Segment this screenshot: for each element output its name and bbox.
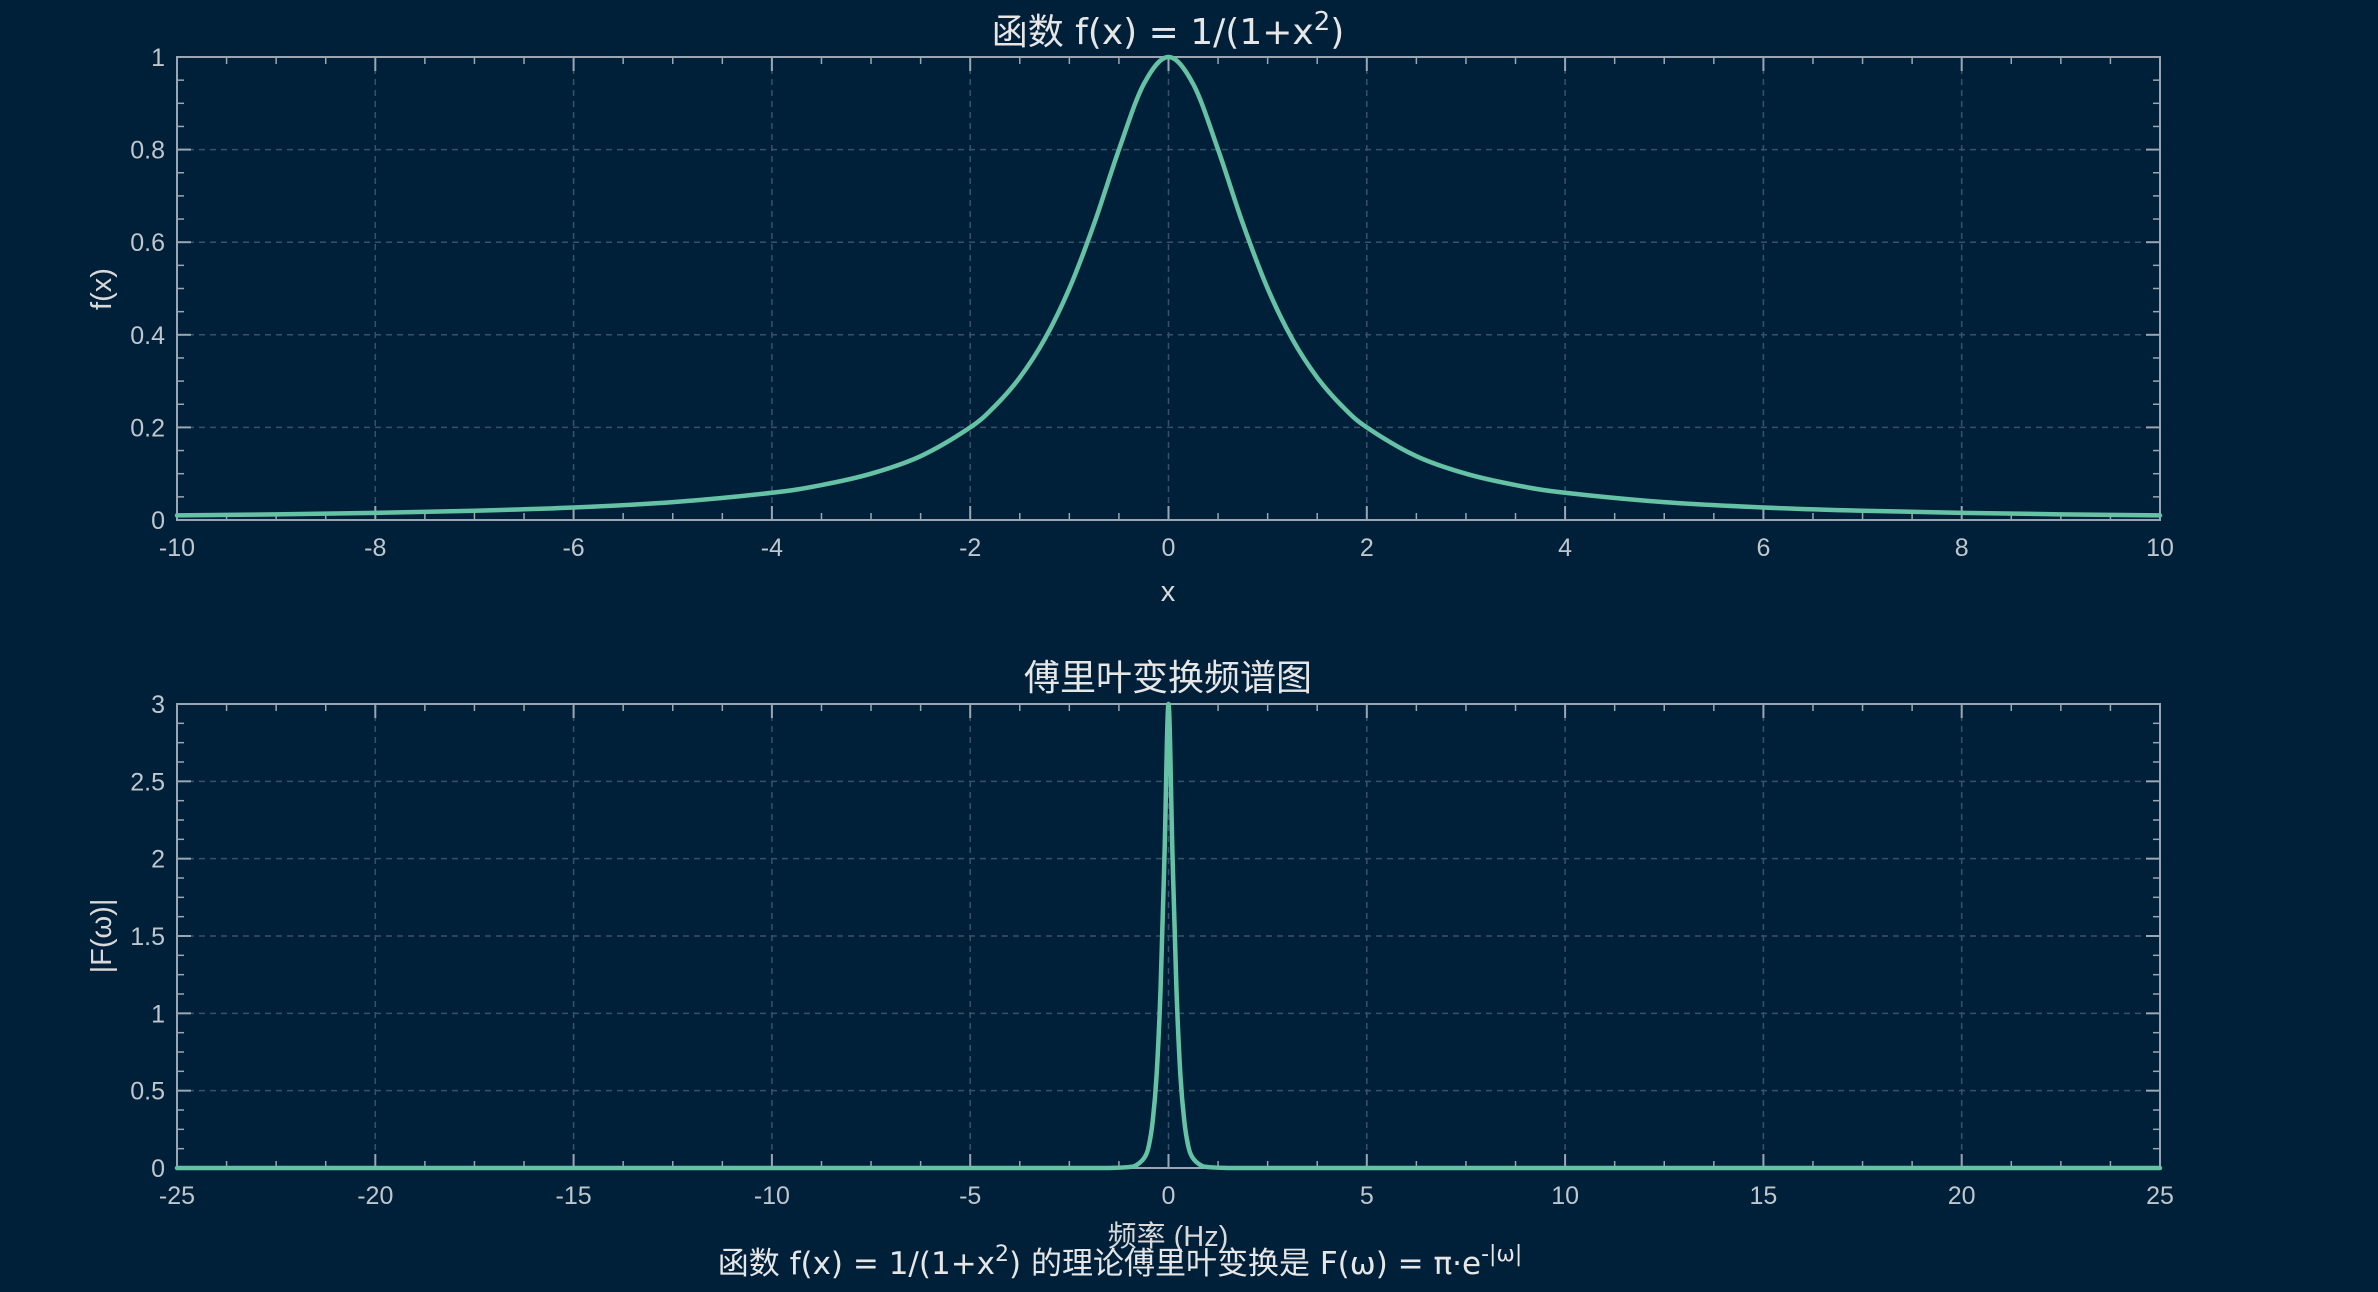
bottom-plot: -25 -20 -15 -10 -5 0 5 10 15 20 25 0 0.5 1 1.5 2 2.5 3 傅里…: [86, 658, 2174, 1253]
x-tick-label: 2: [1360, 534, 1374, 562]
x-tick-label: -8: [364, 534, 386, 562]
y-tick-label: 3: [151, 691, 165, 719]
x-tick-label: 25: [2146, 1182, 2174, 1210]
y-tick-label: 0.4: [130, 322, 165, 350]
top-plot-series: [174, 54, 2163, 518]
x-tick-label: -2: [959, 534, 981, 562]
y-tick-label: 0.8: [130, 137, 165, 165]
x-tick-label: -20: [357, 1182, 393, 1210]
y-tick-label: 1: [151, 1000, 165, 1028]
x-tick-label: 10: [1551, 1182, 1579, 1210]
top-plot-xlabel: x: [1161, 576, 1176, 608]
top-plot-tick-labels: -10 -8 -6 -4 -2 0 2 4 6 8 10 0 0.2 0.4 0.6 0.8 1: [130, 44, 2174, 562]
fourier-annotation: 函数 f(x) = 1/(1+x2) 的理论傅里叶变换是 F(ω) = π·e-…: [718, 1242, 1523, 1282]
x-tick-label: -25: [159, 1182, 195, 1210]
bottom-plot-title: 傅里叶变换频谱图: [1024, 658, 1312, 699]
x-tick-label: 20: [1948, 1182, 1976, 1210]
top-plot-title: 函数 f(x) = 1/(1+x2): [992, 7, 1345, 53]
x-tick-label: 10: [2146, 534, 2174, 562]
series-line: [174, 54, 2163, 518]
y-tick-label: 0: [151, 1155, 165, 1183]
y-tick-label: 0.6: [130, 229, 165, 257]
y-tick-label: 2: [151, 846, 165, 874]
x-tick-label: -10: [159, 534, 195, 562]
x-tick-label: -15: [556, 1182, 592, 1210]
y-tick-label: 1: [151, 44, 165, 72]
x-tick-label: 0: [1162, 534, 1176, 562]
y-tick-label: 0.5: [130, 1078, 165, 1106]
x-tick-label: -10: [754, 1182, 790, 1210]
top-plot-ylabel: f(x): [86, 268, 118, 310]
top-plot-grid: [177, 57, 2160, 520]
x-tick-label: -4: [761, 534, 783, 562]
x-tick-label: -5: [959, 1182, 981, 1210]
x-tick-label: 8: [1955, 534, 1969, 562]
top-plot: -10 -8 -6 -4 -2 0 2 4 6 8 10 0 0.2 0.4 0.6 0.8 1 函数 f(x)…: [86, 7, 2174, 608]
bottom-plot-grid: [177, 704, 2160, 1168]
bottom-plot-tick-labels: -25 -20 -15 -10 -5 0 5 10 15 20 25 0 0.5 1 1.5 2 2.5 3: [130, 691, 2174, 1210]
series-line: [174, 701, 2163, 1171]
y-tick-label: 1.5: [130, 923, 165, 951]
bottom-plot-ylabel: |F(ω)|: [86, 899, 118, 974]
y-tick-label: 2.5: [130, 768, 165, 796]
x-tick-label: 6: [1756, 534, 1770, 562]
x-tick-label: -6: [562, 534, 584, 562]
x-tick-label: 4: [1558, 534, 1572, 562]
y-tick-label: 0: [151, 507, 165, 535]
x-tick-label: 5: [1360, 1182, 1374, 1210]
y-tick-label: 0.2: [130, 414, 165, 442]
bottom-plot-xlabel: 频率 (Hz): [1108, 1220, 1229, 1253]
bottom-plot-series: [174, 701, 2163, 1171]
x-tick-label: 15: [1749, 1182, 1777, 1210]
x-tick-label: 0: [1162, 1182, 1176, 1210]
